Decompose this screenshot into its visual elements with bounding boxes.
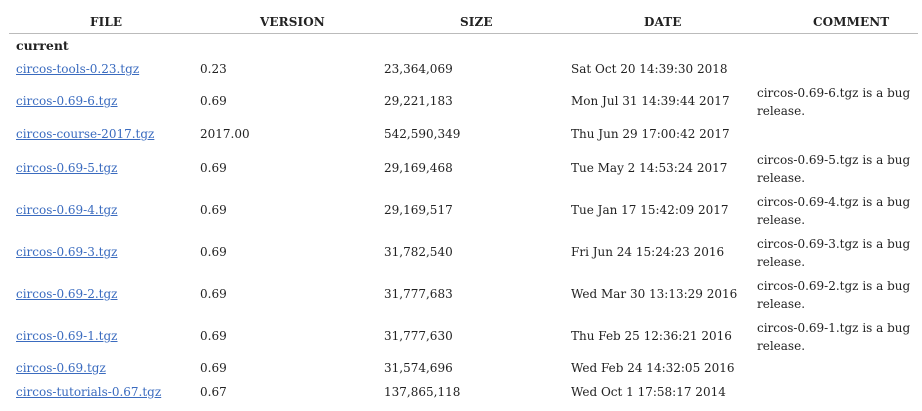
size-cell: 137,865,118: [384, 385, 461, 399]
file-link[interactable]: circos-0.69-4.tgz: [16, 203, 118, 217]
date-cell: Tue May 2 14:53:24 2017: [571, 161, 728, 175]
comment-cell: circos-0.69-1.tgz is a bug release.: [757, 321, 911, 353]
date-cell: Mon Jul 31 14:39:44 2017: [571, 94, 730, 108]
file-link[interactable]: circos-tutorials-0.67.tgz: [16, 385, 162, 399]
version-cell: 0.69: [200, 203, 227, 217]
file-link[interactable]: circos-tools-0.23.tgz: [16, 62, 140, 76]
file-link[interactable]: circos-0.69-2.tgz: [16, 287, 118, 301]
version-cell: 0.23: [200, 62, 227, 76]
size-cell: 29,221,183: [384, 94, 453, 108]
file-link[interactable]: circos-0.69-5.tgz: [16, 161, 118, 175]
size-cell: 542,590,349: [384, 127, 461, 141]
version-cell: 0.69: [200, 287, 227, 301]
file-link[interactable]: circos-0.69-1.tgz: [16, 329, 118, 343]
version-cell: 0.67: [200, 385, 227, 399]
size-cell: 31,574,696: [384, 361, 453, 375]
date-cell: Wed Feb 24 14:32:05 2016: [571, 361, 735, 375]
version-cell: 0.69: [200, 329, 227, 343]
file-link[interactable]: circos-course-2017.tgz: [16, 127, 155, 141]
size-cell: 31,782,540: [384, 245, 453, 259]
section-label-current: current: [16, 38, 69, 53]
comment-cell: circos-0.69-5.tgz is a bug release.: [757, 153, 911, 185]
version-cell: 2017.00: [200, 127, 250, 141]
date-cell: Fri Jun 24 15:24:23 2016: [571, 245, 725, 259]
header-size: SIZE: [460, 15, 493, 29]
comment-cell: circos-0.69-2.tgz is a bug release.: [757, 279, 911, 311]
version-cell: 0.69: [200, 361, 227, 375]
date-cell: Thu Feb 25 12:36:21 2016: [571, 329, 732, 343]
comment-cell: circos-0.69-3.tgz is a bug release.: [757, 237, 911, 269]
size-cell: 29,169,517: [384, 203, 453, 217]
header-version: VERSION: [260, 15, 325, 29]
date-cell: Tue Jan 17 15:42:09 2017: [571, 203, 729, 217]
date-cell: Thu Jun 29 17:00:42 2017: [571, 127, 730, 141]
date-cell: Wed Mar 30 13:13:29 2016: [571, 287, 738, 301]
size-cell: 29,169,468: [384, 161, 453, 175]
size-cell: 23,364,069: [384, 62, 453, 76]
size-cell: 31,777,683: [384, 287, 453, 301]
header-comment: COMMENT: [813, 15, 890, 29]
file-link[interactable]: circos-0.69-3.tgz: [16, 245, 118, 259]
date-cell: Sat Oct 20 14:39:30 2018: [571, 62, 728, 76]
version-cell: 0.69: [200, 94, 227, 108]
comment-cell: circos-0.69-6.tgz is a bug release.: [757, 86, 911, 118]
header-date: DATE: [644, 15, 682, 29]
date-cell: Wed Oct 1 17:58:17 2014: [571, 385, 726, 399]
comment-cell: circos-0.69-4.tgz is a bug release.: [757, 195, 911, 227]
size-cell: 31,777,630: [384, 329, 453, 343]
file-link[interactable]: circos-0.69.tgz: [16, 361, 106, 375]
header-divider: [9, 33, 918, 34]
version-cell: 0.69: [200, 161, 227, 175]
file-link[interactable]: circos-0.69-6.tgz: [16, 94, 118, 108]
version-cell: 0.69: [200, 245, 227, 259]
header-file: FILE: [90, 15, 123, 29]
table-header: FILE VERSION SIZE DATE COMMENT: [0, 0, 922, 32]
